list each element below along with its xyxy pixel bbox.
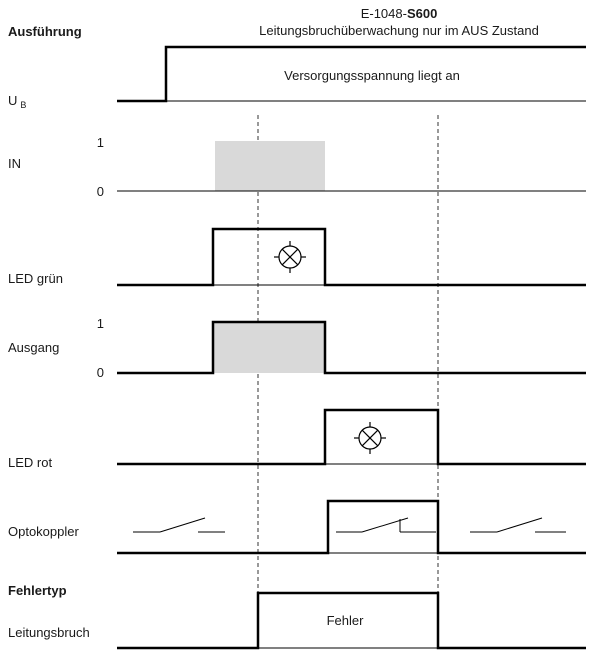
- section-label: Ausführung: [8, 24, 82, 39]
- fehlertyp-heading: Fehlertyp: [8, 583, 67, 598]
- led-gruen-signal: [117, 227, 586, 287]
- row-fehlertyp: Fehlertyp Leitungsbruch Fehler: [8, 583, 586, 650]
- leitungsbruch-label: Leitungsbruch: [8, 625, 90, 640]
- fehler-signal: [117, 591, 586, 650]
- row-in: IN 1 0: [8, 135, 586, 199]
- row-optokoppler: Optokoppler: [8, 499, 586, 555]
- ausgang-label: Ausgang: [8, 340, 59, 355]
- lamp-icon: [274, 241, 306, 273]
- in-label: IN: [8, 156, 21, 171]
- led-rot-signal: [117, 408, 586, 466]
- ausgang-signal: [117, 320, 586, 375]
- model-title: E-1048-S600: [361, 6, 438, 21]
- in-level-high: 1: [97, 135, 104, 150]
- switch-open-icon: [133, 517, 225, 533]
- optokoppler-signal: [117, 499, 586, 555]
- led-gruen-label: LED grün: [8, 271, 63, 286]
- row-led-rot: LED rot: [8, 408, 586, 470]
- ub-signal: [117, 45, 586, 103]
- led-rot-label: LED rot: [8, 455, 52, 470]
- switch-closed-icon: [336, 517, 436, 533]
- switch-open-icon: [470, 517, 566, 533]
- row-led-gruen: LED grün: [8, 227, 586, 287]
- lamp-icon: [354, 422, 386, 454]
- in-pulse-shade: [215, 141, 325, 191]
- fehler-annotation: Fehler: [327, 613, 365, 628]
- ausgang-level-high: 1: [97, 316, 104, 331]
- ausgang-level-low: 0: [97, 365, 104, 380]
- ub-annotation: Versorgungsspannung liegt an: [284, 68, 460, 83]
- in-level-low: 0: [97, 184, 104, 199]
- ausgang-pulse-shade: [213, 322, 325, 373]
- row-ausgang: Ausgang 1 0: [8, 316, 586, 380]
- optokoppler-label: Optokoppler: [8, 524, 79, 539]
- diagram-subtitle: Leitungsbruchüberwachung nur im AUS Zust…: [259, 23, 539, 38]
